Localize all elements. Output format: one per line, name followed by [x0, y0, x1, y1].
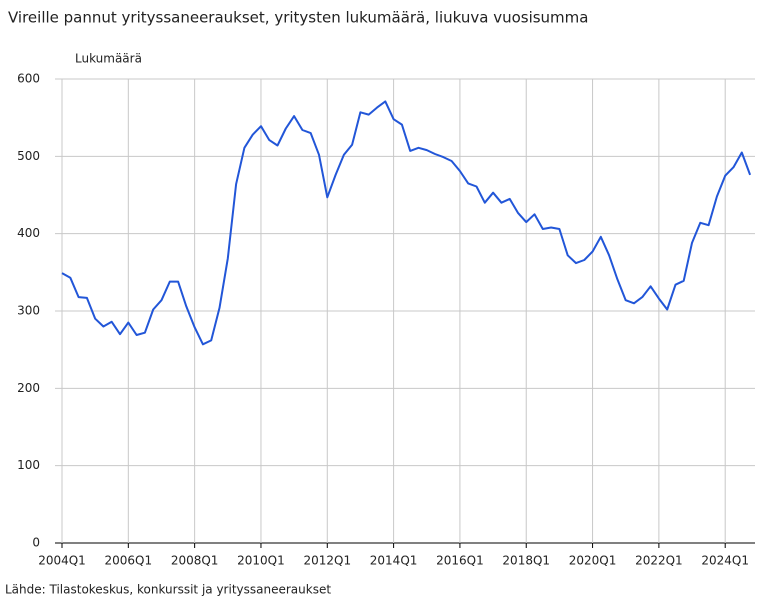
y-tick-label: 600 — [17, 72, 40, 86]
x-tick-label: 2024Q1 — [701, 554, 749, 568]
x-tick-label: 2004Q1 — [38, 554, 86, 568]
x-tick-label: 2014Q1 — [370, 554, 418, 568]
x-tick-label: 2016Q1 — [436, 554, 484, 568]
y-tick-label: 0 — [32, 536, 40, 550]
x-tick-label: 2012Q1 — [303, 554, 351, 568]
data-line — [61, 100, 752, 346]
x-tick-label: 2010Q1 — [237, 554, 285, 568]
x-tick-label: 2020Q1 — [569, 554, 617, 568]
x-tick-label: 2022Q1 — [635, 554, 683, 568]
y-axis-label: Lukumäärä — [75, 52, 142, 66]
y-tick-label: 500 — [17, 149, 40, 163]
y-tick-label: 100 — [17, 458, 40, 472]
x-tick-label: 2006Q1 — [105, 554, 153, 568]
y-tick-label: 300 — [17, 304, 40, 318]
y-tick-label: 400 — [17, 226, 40, 240]
source: Lähde: Tilastokeskus, konkurssit ja yrit… — [5, 583, 331, 597]
x-tick-label: 2018Q1 — [502, 554, 550, 568]
chart-title: Vireille pannut yrityssaneeraukset, yrit… — [8, 9, 588, 27]
y-tick-label: 200 — [17, 381, 40, 395]
x-tick-label: 2008Q1 — [171, 554, 219, 568]
